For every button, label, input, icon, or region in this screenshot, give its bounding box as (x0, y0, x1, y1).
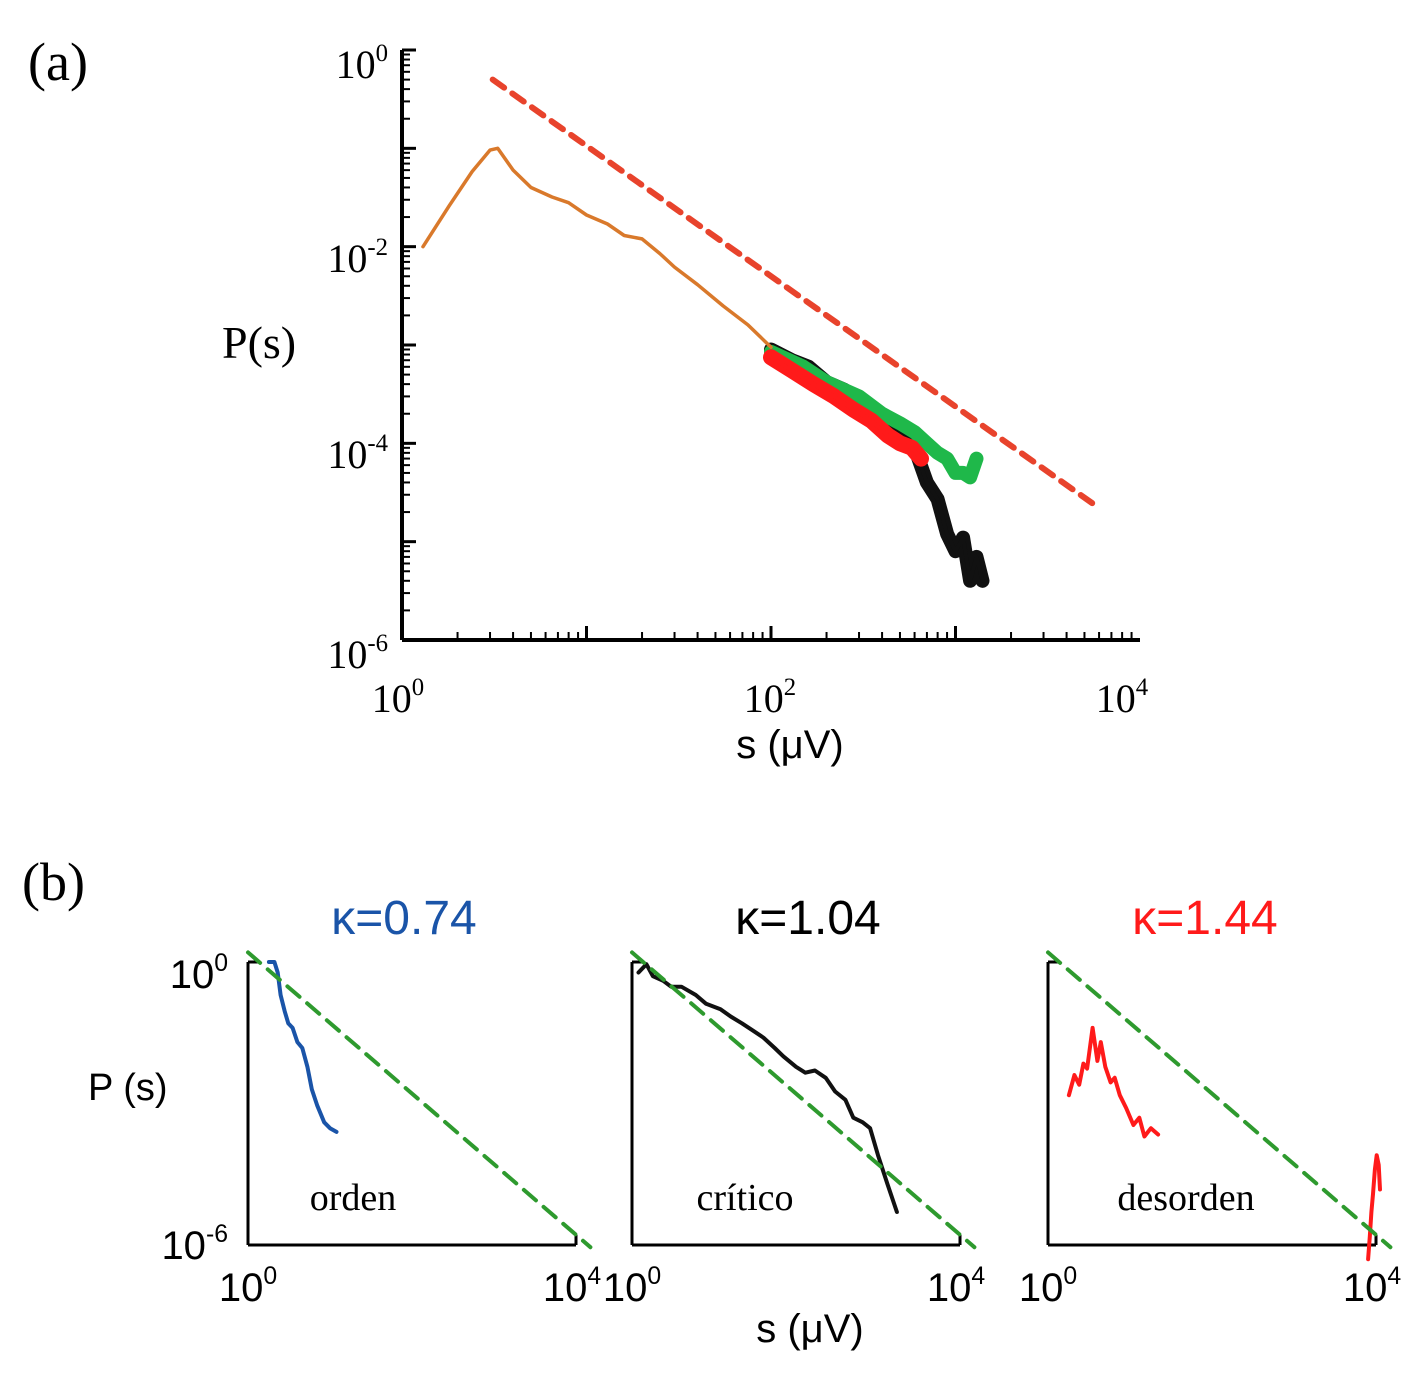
series-green-band (764, 344, 984, 485)
subplot-annotation: desorden (1117, 1177, 1254, 1219)
reference-dashed-line (1046, 950, 1393, 1250)
series-data-right (1366, 1153, 1382, 1262)
x-tick-label: 104 (1343, 1263, 1402, 1310)
reference-dashed-line (630, 950, 977, 1250)
series-data-left (1066, 1025, 1161, 1139)
panel-b: (b) P (s) s (μV) κ=0.74 orden 100 1041001… (22, 852, 1401, 1351)
x-tick-label: 104 (543, 1263, 602, 1310)
reference-dashed-line (246, 950, 593, 1250)
y-tick-label: 10-2 (327, 234, 388, 281)
panel-b-xlabel: s (μV) (756, 1307, 863, 1351)
subplot-annotation: crítico (696, 1177, 793, 1219)
y-tick-label: 10-6 (327, 630, 388, 677)
subplot-title: κ=1.04 (735, 892, 880, 945)
subplot-critico: κ=1.04 crítico 100 104 (603, 892, 986, 1310)
series-data (636, 962, 899, 1214)
y-tick-label: 10-6 (161, 1221, 228, 1268)
subplot-title: κ=1.44 (1132, 892, 1277, 945)
y-tick-label: 100 (170, 950, 228, 997)
x-tick-label: 104 (1096, 674, 1149, 721)
series-common-line (421, 146, 773, 349)
reference-dashed-line (489, 76, 1103, 511)
panel-a-ylabel: P(s) (222, 317, 296, 368)
x-tick-label: 100 (1019, 1263, 1077, 1310)
series-red (769, 355, 923, 461)
x-tick-label: 100 (372, 674, 424, 721)
panel-a-label: (a) (28, 32, 88, 92)
y-tick-label: 100 (336, 40, 388, 87)
x-tick-label: 104 (927, 1263, 986, 1310)
series-data (266, 960, 339, 1134)
subplot-title: κ=0.74 (331, 892, 476, 945)
subplot-desorden: κ=1.44 desorden 100 104 (1019, 892, 1402, 1310)
panel-a-series (421, 76, 1103, 588)
x-tick-label: 102 (744, 674, 796, 721)
x-tick-label: 100 (219, 1263, 277, 1310)
panel-b-ylabel: P (s) (88, 1067, 168, 1109)
x-tick-label: 100 (603, 1263, 661, 1310)
panel-b-label: (b) (22, 852, 85, 912)
panel-a-xlabel: s (μV) (736, 723, 843, 767)
y-tick-label: 10-4 (327, 430, 388, 477)
subplot-annotation: orden (310, 1177, 397, 1219)
